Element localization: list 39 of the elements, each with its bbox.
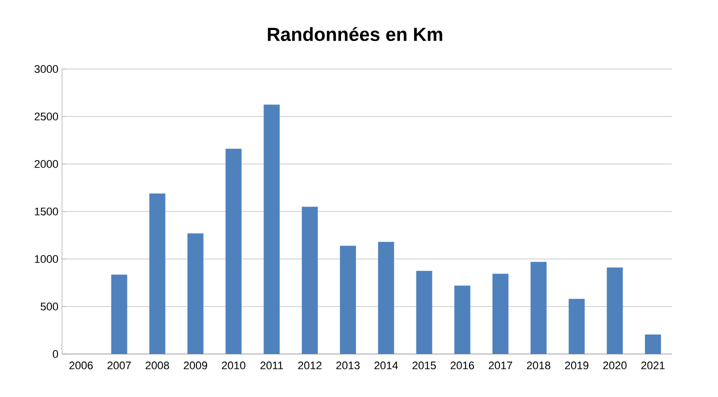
- x-tick-label: 2010: [222, 362, 246, 370]
- y-tick-label: 2500: [34, 112, 58, 120]
- x-tick-label: 2018: [526, 362, 550, 370]
- bar: [416, 270, 432, 354]
- y-tick-label: 0: [52, 350, 58, 358]
- y-tick-label: 3000: [34, 65, 58, 73]
- x-tick-label: 2019: [565, 362, 588, 370]
- bar: [492, 274, 508, 354]
- bar: [187, 233, 204, 354]
- bar: [149, 193, 166, 354]
- bar: [530, 262, 547, 354]
- x-tick-label: 2011: [260, 362, 283, 370]
- y-tick-label: 1000: [34, 255, 58, 263]
- x-tick-label: 2020: [603, 362, 627, 370]
- x-tick-label: 2014: [374, 362, 398, 370]
- bar: [302, 206, 318, 354]
- bar: [226, 148, 242, 354]
- y-tick-label: 1500: [34, 208, 58, 216]
- bar: [644, 334, 661, 354]
- x-tick-label: 2008: [146, 362, 170, 370]
- bar: [606, 268, 623, 354]
- chart-title: Randonnées en Km: [268, 26, 442, 42]
- x-tick-label: 2013: [336, 362, 360, 370]
- bar: [454, 286, 470, 354]
- bar: [340, 246, 356, 354]
- x-tick-label: 2021: [641, 362, 665, 370]
- x-tick-label: 2015: [412, 362, 436, 370]
- bar: [378, 242, 394, 354]
- bar: [264, 104, 280, 354]
- x-tick-label: 2006: [69, 362, 93, 370]
- bar: [568, 298, 585, 354]
- x-tick-label: 2017: [488, 362, 512, 370]
- x-tick-label: 2012: [298, 362, 322, 370]
- x-tick-label: 2007: [108, 362, 131, 370]
- y-tick-label: 500: [40, 302, 58, 310]
- x-tick-label: 2016: [450, 362, 474, 370]
- bar: [111, 274, 128, 354]
- y-tick-label: 2000: [34, 160, 58, 168]
- x-tick-label: 2009: [184, 362, 208, 370]
